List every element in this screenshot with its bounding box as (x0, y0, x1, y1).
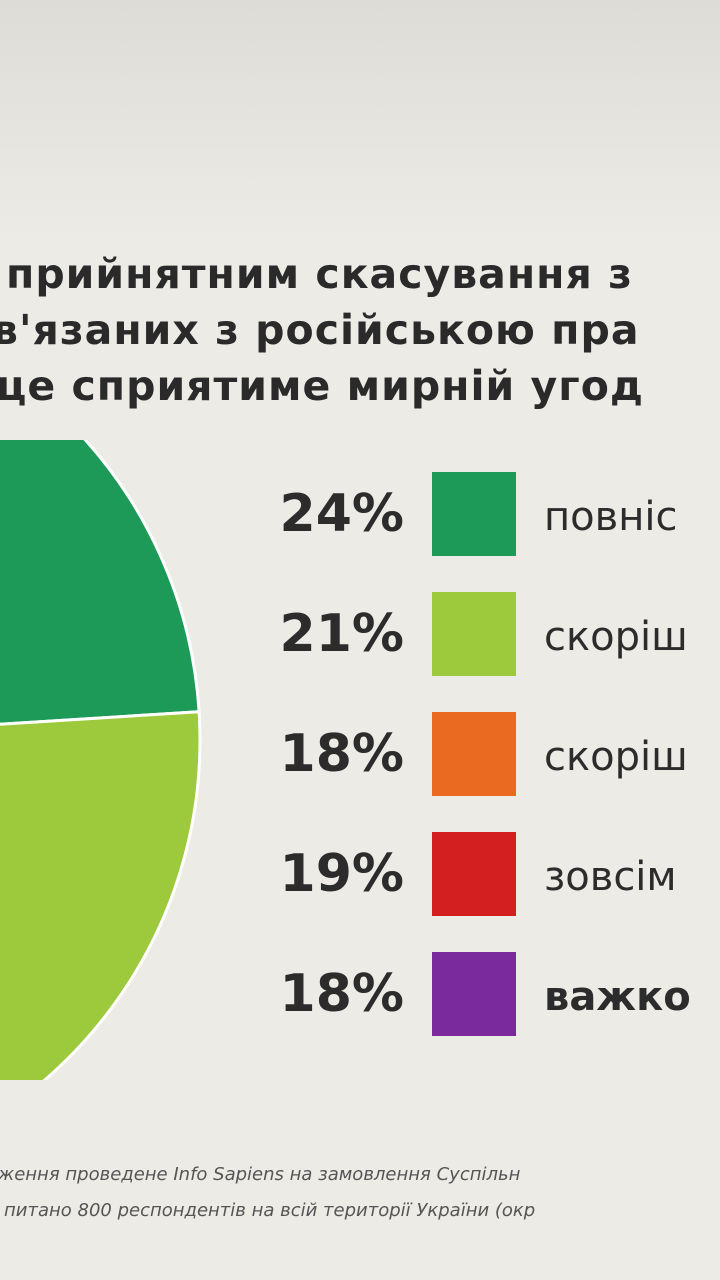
slice-value-label: 18% (279, 724, 404, 784)
title-line-1: прийнятним скасування з (6, 250, 633, 298)
legend-label: зовсім (544, 854, 677, 900)
legend-label: важко (544, 974, 691, 1020)
legend-row: 24% повніс (0, 472, 720, 556)
legend-swatch-light-green (432, 592, 516, 676)
slice-value-label: 18% (279, 964, 404, 1024)
pie-slice (0, 440, 201, 726)
footnote-line-2: питано 800 респондентів на всій територі… (4, 1200, 536, 1221)
slice-value-label: 19% (279, 844, 404, 904)
title-line-3: це сприятиме мирній угод (0, 362, 644, 410)
slice-value-label: 24% (279, 484, 404, 544)
legend-swatch-green (432, 472, 516, 556)
legend-label: повніс (544, 494, 678, 540)
legend-swatch-orange (432, 712, 516, 796)
legend-swatch-purple (432, 952, 516, 1036)
legend-swatch-red (432, 832, 516, 916)
background-gradient (0, 0, 720, 240)
legend-label: скоріш (544, 614, 688, 660)
legend-row: 21% скоріш (0, 592, 720, 676)
pie-slice (0, 710, 202, 1080)
legend-row: 19% зовсім (0, 832, 720, 916)
legend-row: 18% важко (0, 952, 720, 1036)
title-line-2: в'язаних з російською пра (0, 306, 640, 354)
pie-chart (0, 440, 202, 1080)
footnote-line-1: ження проведене Info Sapiens на замовлен… (0, 1164, 521, 1185)
legend-row: 18% скоріш (0, 712, 720, 796)
slice-value-label: 21% (279, 604, 404, 664)
legend-label: скоріш (544, 734, 688, 780)
chart-title: прийнятним скасування з в'язаних з росій… (0, 248, 720, 418)
